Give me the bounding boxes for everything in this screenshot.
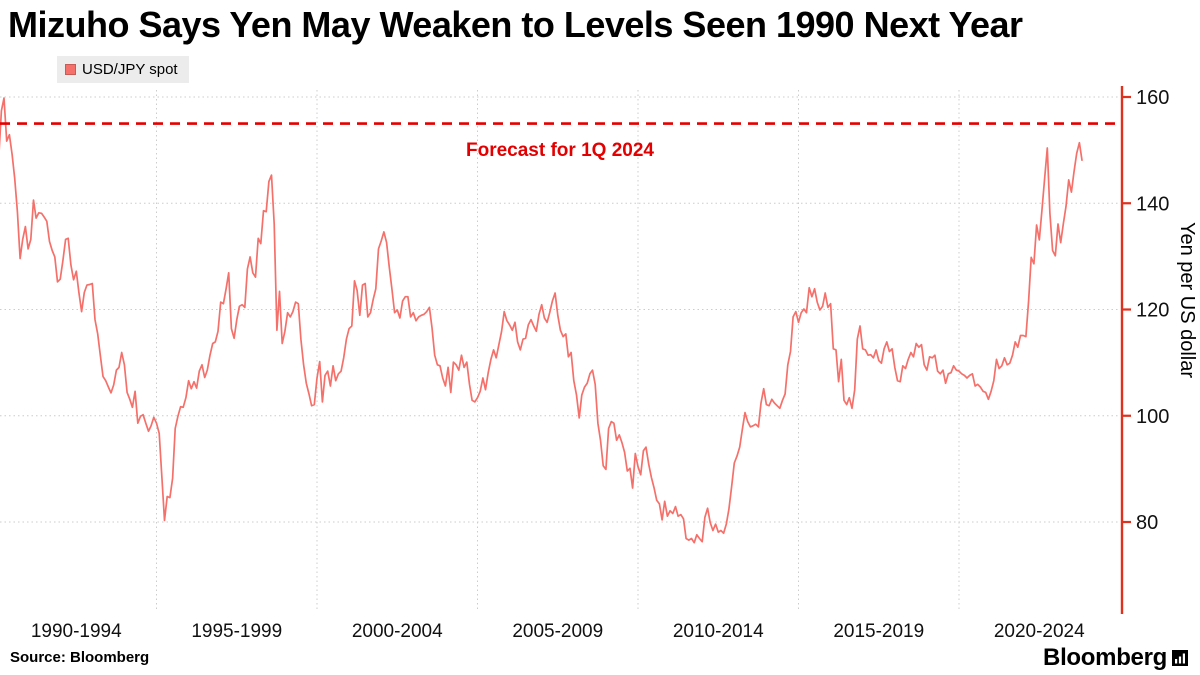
- svg-text:2005-2009: 2005-2009: [512, 621, 603, 642]
- bloomberg-logo-icon: [1172, 650, 1188, 666]
- svg-text:2020-2024: 2020-2024: [994, 621, 1085, 642]
- svg-text:140: 140: [1136, 193, 1169, 215]
- svg-text:1990-1994: 1990-1994: [31, 621, 122, 642]
- page-title: Mizuho Says Yen May Weaken to Levels See…: [8, 4, 1023, 45]
- forecast-annotation: Forecast for 1Q 2024: [466, 140, 654, 161]
- svg-text:2010-2014: 2010-2014: [673, 621, 764, 642]
- y-axis-title: Yen per US dollar: [1176, 222, 1198, 379]
- svg-text:2000-2004: 2000-2004: [352, 621, 443, 642]
- bloomberg-logo-text: Bloomberg: [1043, 644, 1167, 671]
- svg-text:100: 100: [1136, 406, 1169, 428]
- svg-text:80: 80: [1136, 512, 1158, 534]
- legend: USD/JPY spot: [57, 56, 189, 83]
- legend-swatch-icon: [65, 64, 76, 75]
- source-note: Source: Bloomberg: [10, 649, 150, 666]
- chart-canvas: 80 100 120 140 160 1990-1994 1995-1999 2000-200…: [0, 86, 1169, 642]
- svg-text:120: 120: [1136, 300, 1169, 322]
- svg-text:1995-1999: 1995-1999: [191, 621, 282, 642]
- svg-text:2015-2019: 2015-2019: [833, 621, 924, 642]
- svg-text:160: 160: [1136, 87, 1169, 109]
- bloomberg-logo: Bloomberg: [1043, 644, 1188, 672]
- legend-label: USD/JPY spot: [82, 61, 178, 78]
